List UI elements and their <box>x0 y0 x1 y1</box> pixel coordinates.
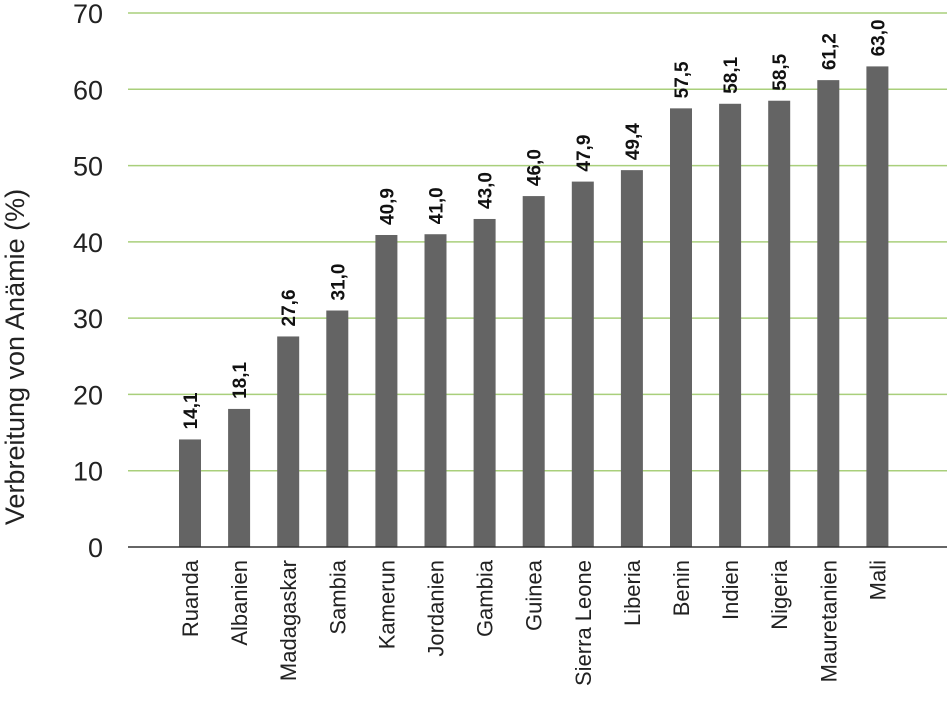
y-axis-label: Verbreitung von Anämie (%) <box>0 189 30 525</box>
data-label: 40,9 <box>377 188 398 225</box>
data-label: 43,0 <box>476 172 497 209</box>
y-tick-label: 10 <box>73 457 103 487</box>
bar <box>866 66 889 548</box>
category-label: Mali <box>865 560 890 600</box>
bar <box>670 108 692 547</box>
category-label: Kamerun <box>374 560 399 649</box>
category-label: Jordanien <box>424 560 449 657</box>
category-label: Ruanda <box>178 559 203 637</box>
bar <box>179 439 201 547</box>
data-label: 47,9 <box>574 135 595 172</box>
category-labels: Ruanda Albanien Madagaskar Sambia Kamerun Jor… <box>178 559 890 686</box>
y-tick-label: 50 <box>73 152 103 182</box>
data-label: 58,1 <box>721 56 742 93</box>
data-label: 57,5 <box>672 61 693 98</box>
data-label: 61,2 <box>819 33 840 70</box>
category-label: Nigeria <box>767 559 792 629</box>
data-label: 31,0 <box>328 264 349 301</box>
bar <box>768 100 791 547</box>
category-label: Madagaskar <box>276 560 301 681</box>
bar <box>228 408 251 547</box>
y-tick-label: 20 <box>73 380 103 410</box>
data-labels: 14,1 18,1 27,6 31,0 40,9 41,0 43,0 46,0 47,9 49,4… <box>181 19 889 429</box>
y-tick-label: 70 <box>73 0 103 29</box>
data-label: 41,0 <box>427 187 448 224</box>
bar <box>375 234 398 547</box>
bar <box>277 336 300 547</box>
bar <box>620 170 643 548</box>
data-label: 27,6 <box>279 289 300 326</box>
y-tick-labels: 0 10 20 30 40 50 60 70 <box>73 0 103 563</box>
y-tick-label: 60 <box>73 75 103 105</box>
category-label: Indien <box>718 560 743 620</box>
bar <box>473 218 496 547</box>
category-label: Sambia <box>325 559 350 634</box>
data-label: 63,0 <box>868 19 889 56</box>
category-label: Guinea <box>522 559 547 631</box>
bar <box>424 234 447 547</box>
data-label: 46,0 <box>525 149 546 186</box>
category-label: Liberia <box>620 559 645 626</box>
category-label: Albanien <box>227 560 252 646</box>
y-tick-label: 30 <box>73 304 103 334</box>
bar <box>522 196 545 548</box>
category-label: Sierra Leone <box>571 560 596 686</box>
y-tick-label: 0 <box>88 533 103 563</box>
bar <box>326 310 349 547</box>
bars <box>179 66 889 548</box>
category-label: Mauretanien <box>816 560 841 682</box>
data-label: 18,1 <box>230 362 251 399</box>
data-label: 49,4 <box>623 123 644 160</box>
data-label: 58,5 <box>770 53 791 90</box>
bar <box>571 181 594 547</box>
bar <box>719 103 742 547</box>
bar <box>817 80 840 547</box>
category-label: Benin <box>669 560 694 616</box>
category-label: Gambia <box>473 559 498 637</box>
y-tick-label: 40 <box>73 228 103 258</box>
data-label: 14,1 <box>181 392 202 429</box>
